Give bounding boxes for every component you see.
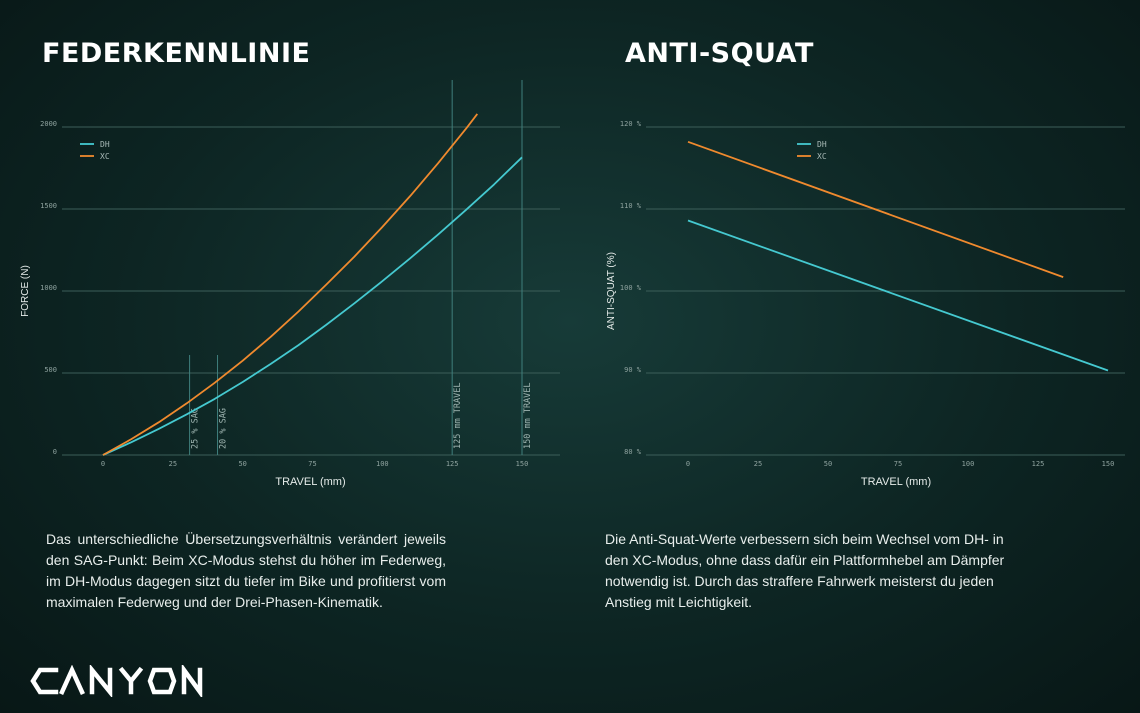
y-tick-label: 2000 <box>40 120 57 128</box>
y-tick-label: 80 % <box>624 448 642 456</box>
x-tick-label: 125 <box>446 460 459 468</box>
y-tick-label: 100 % <box>620 284 642 292</box>
anti-squat-description: Die Anti-Squat-Werte verbessern sich bei… <box>605 531 1005 610</box>
x-tick-label: 25 <box>754 460 762 468</box>
x-tick-label: 150 <box>516 460 529 468</box>
reference-line-label: 20 % SAG <box>219 408 229 449</box>
y-tick-label: 120 % <box>620 120 642 128</box>
x-tick-label: 50 <box>824 460 832 468</box>
x-tick-label: 0 <box>686 460 690 468</box>
y-axis-label: ANTI-SQUAT (%) <box>606 252 617 330</box>
legend-label: XC <box>100 152 110 161</box>
x-tick-label: 25 <box>169 460 177 468</box>
series-line-xc <box>687 140 1064 278</box>
x-tick-label: 50 <box>238 460 246 468</box>
y-tick-label: 0 <box>53 448 57 456</box>
series-line-dh <box>102 156 523 456</box>
series-line-xc <box>102 113 479 456</box>
reference-line-label: 125 mm TRAVEL <box>453 382 463 449</box>
reference-line-label: 25 % SAG <box>191 408 201 449</box>
legend-label: DH <box>817 140 827 149</box>
x-axis-label: TRAVEL (mm) <box>275 476 345 488</box>
reference-line-label: 150 mm TRAVEL <box>523 382 533 449</box>
y-tick-label: 110 % <box>620 202 642 210</box>
legend-label: DH <box>100 140 110 149</box>
y-axis-label: FORCE (N) <box>20 265 31 317</box>
y-tick-label: 1500 <box>40 202 57 210</box>
federkennlinie-chart: 0 500 1000 1500 2000 0 25 50 75 100 125 150 25 % SAG… <box>20 80 560 488</box>
federkennlinie-description: Das unterschiedliche Übersetzungsverhält… <box>46 531 446 610</box>
series-line-dh <box>687 219 1109 372</box>
x-tick-label: 150 <box>1102 460 1115 468</box>
x-tick-label: 100 <box>376 460 389 468</box>
y-tick-label: 90 % <box>624 366 642 374</box>
canyon-logo <box>30 663 205 701</box>
federkennlinie-title: FEDERKENNLINIE <box>42 38 311 69</box>
anti-squat-title: ANTI-SQUAT <box>625 38 814 69</box>
x-tick-label: 100 <box>962 460 975 468</box>
x-tick-label: 125 <box>1032 460 1045 468</box>
x-axis-label: TRAVEL (mm) <box>861 476 931 488</box>
y-tick-label: 1000 <box>40 284 57 292</box>
canyon-logo-mark <box>30 663 203 699</box>
y-tick-label: 500 <box>44 366 57 374</box>
anti-squat-chart: 80 % 90 % 100 % 110 % 120 % 0 25 50 75 100 125 150 D… <box>606 120 1125 488</box>
x-tick-label: 0 <box>101 460 105 468</box>
x-tick-label: 75 <box>894 460 902 468</box>
legend-label: XC <box>817 152 827 161</box>
x-tick-label: 75 <box>308 460 316 468</box>
